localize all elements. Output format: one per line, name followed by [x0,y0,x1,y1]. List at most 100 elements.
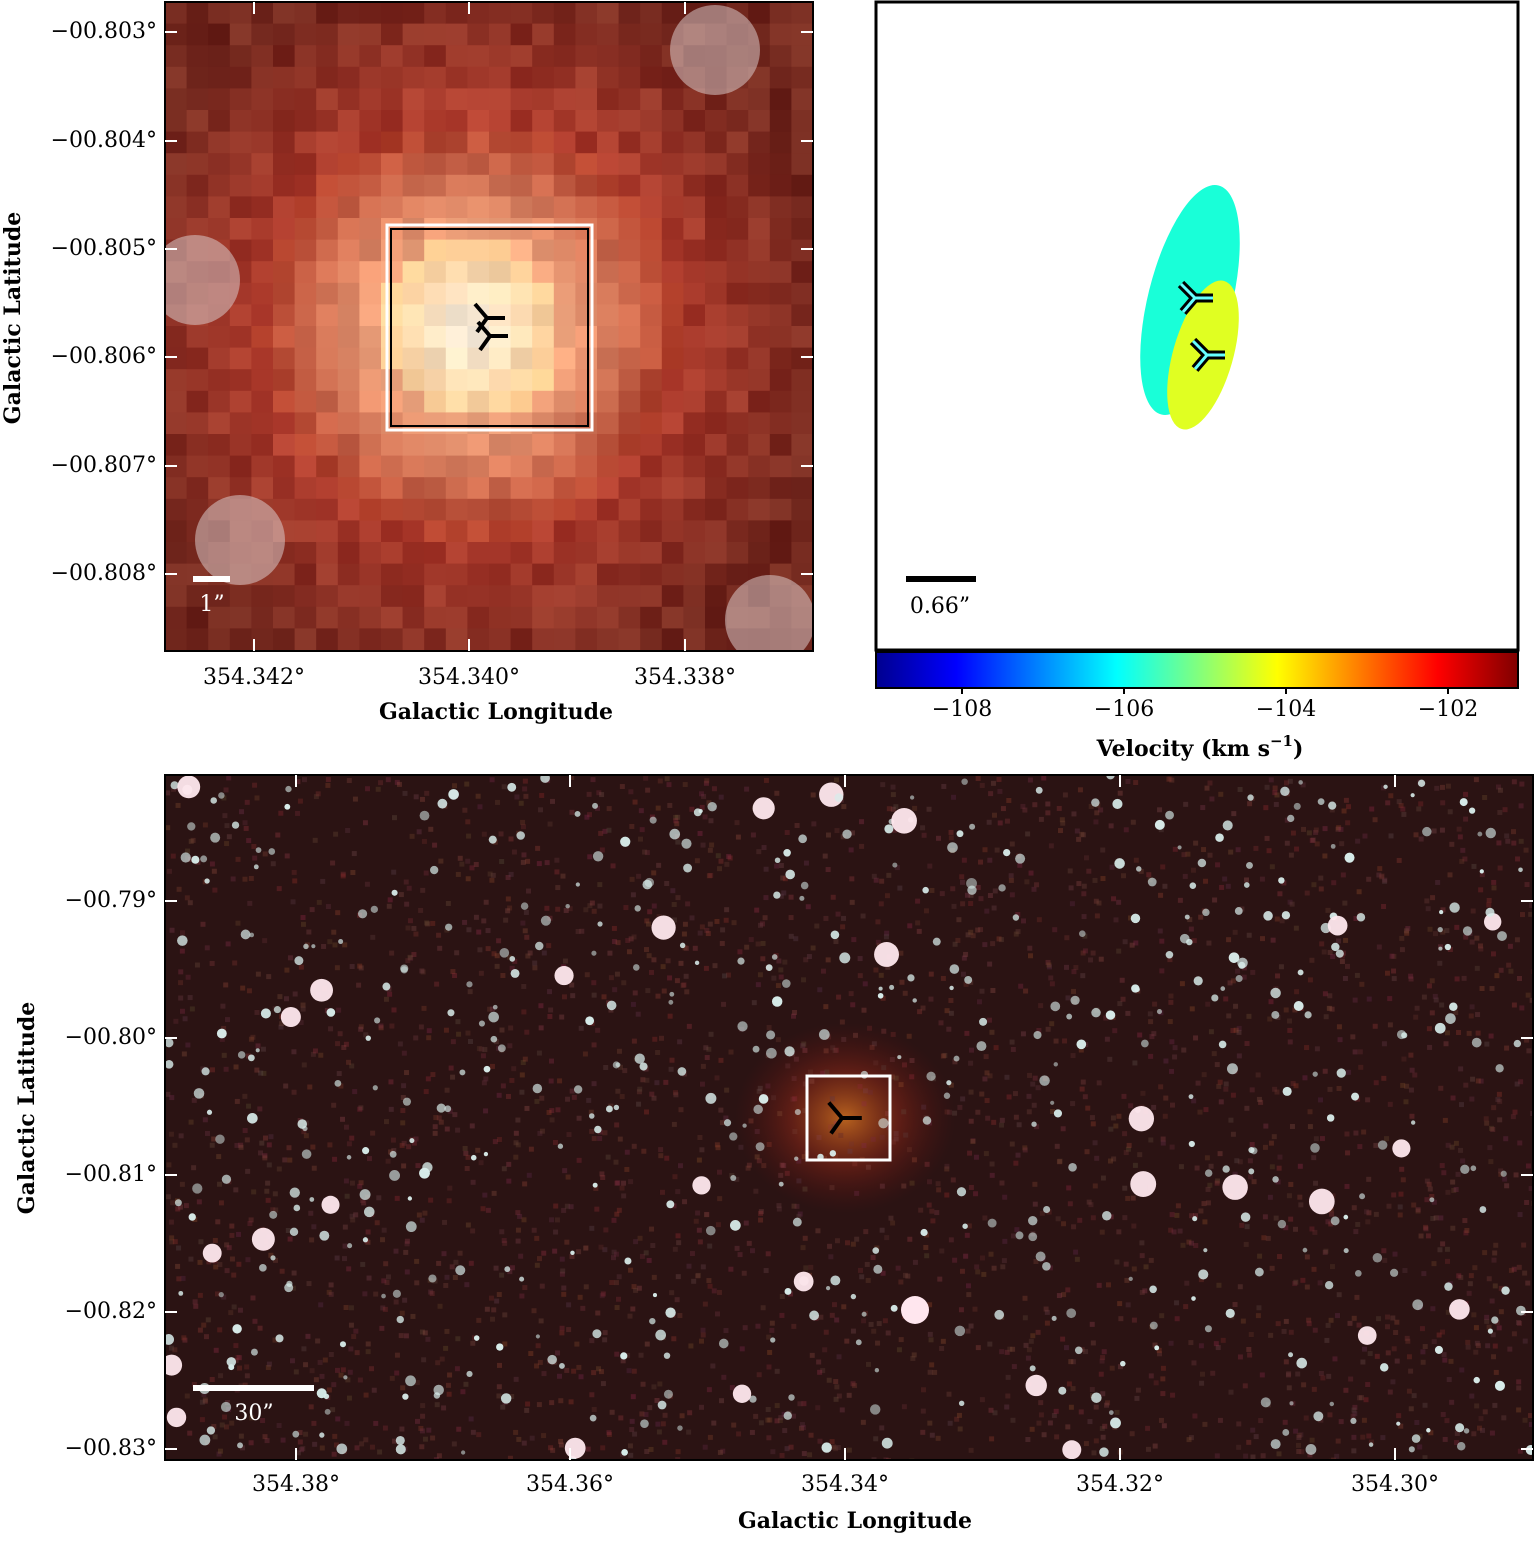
noise [1184,1280,1190,1286]
noise [311,1224,317,1230]
noise [1351,1205,1357,1211]
noise [1061,1221,1067,1227]
star [1278,877,1285,884]
pixel [726,542,749,565]
pixel [748,455,771,478]
pixel [208,326,231,349]
noise [802,1047,808,1053]
noise [906,1147,912,1153]
pixel [640,412,663,435]
pixel [316,131,339,154]
noise [1190,867,1196,873]
pixel [791,174,813,197]
star [459,1069,466,1076]
pixel [424,628,447,651]
noise [829,1312,835,1318]
noise [1353,916,1359,922]
star [1324,1281,1334,1290]
noise [335,1416,341,1422]
noise [1365,1382,1371,1388]
y-tick-label: −00.79° [65,888,157,913]
noise [1232,1171,1238,1177]
star [395,1435,405,1446]
noise [1463,1082,1469,1088]
noise [518,800,524,806]
noise [419,1428,425,1434]
star [1051,1315,1057,1321]
pixel [229,174,252,197]
pixel [575,542,598,565]
pixel [229,369,252,392]
star [964,975,973,984]
noise [373,1291,379,1297]
pixel [748,498,771,521]
noise [465,819,471,825]
noise [1486,902,1492,908]
noise [1070,1101,1076,1107]
noise [524,1407,530,1413]
noise [890,792,896,798]
noise [218,1200,224,1206]
pixel [229,585,252,608]
noise [992,888,998,894]
noise [1360,1359,1366,1365]
star [535,1334,540,1339]
pixel [208,45,231,68]
noise [180,1275,186,1281]
noise [672,1174,678,1180]
noise [541,1371,547,1377]
noise [1304,890,1310,896]
noise [181,1051,187,1057]
noise [489,877,495,883]
pixel [618,477,641,500]
noise [675,1233,681,1239]
noise [959,1268,965,1274]
star [324,1408,331,1415]
pixel [294,563,317,586]
noise [1244,1105,1250,1111]
noise [975,776,981,782]
pixel [597,261,620,284]
noise [546,1109,552,1115]
noise [990,987,996,993]
noise [1272,1086,1278,1092]
noise [1415,1208,1421,1214]
star [165,1354,183,1376]
pixel [316,23,339,46]
star [1312,1071,1318,1077]
pixel [186,218,209,241]
noise [997,820,1003,826]
star [1449,1002,1458,1012]
noise [485,1207,491,1213]
noise [523,909,529,915]
pixel [424,434,447,457]
pixel [640,434,663,457]
noise [1021,918,1027,924]
noise [696,1227,702,1233]
noise [707,921,713,927]
noise [1255,1313,1261,1319]
noise [404,1070,410,1076]
star [1053,1062,1058,1067]
noise [1161,1423,1167,1429]
noise [1470,908,1476,914]
pixel [273,498,296,521]
pixel [489,585,512,608]
noise [325,777,331,783]
pixel [316,455,339,478]
noise [1083,1441,1089,1447]
noise [1495,1097,1501,1103]
star [821,1442,832,1453]
noise [811,821,817,827]
noise [258,1150,264,1156]
noise [745,1165,751,1171]
noise [871,1457,877,1460]
noise [1080,973,1086,979]
pixel [229,88,252,111]
noise [968,1089,974,1095]
pixel [316,390,339,413]
pixel [229,23,252,46]
noise [1142,1288,1148,1294]
noise [327,939,333,945]
noise [536,1050,542,1056]
